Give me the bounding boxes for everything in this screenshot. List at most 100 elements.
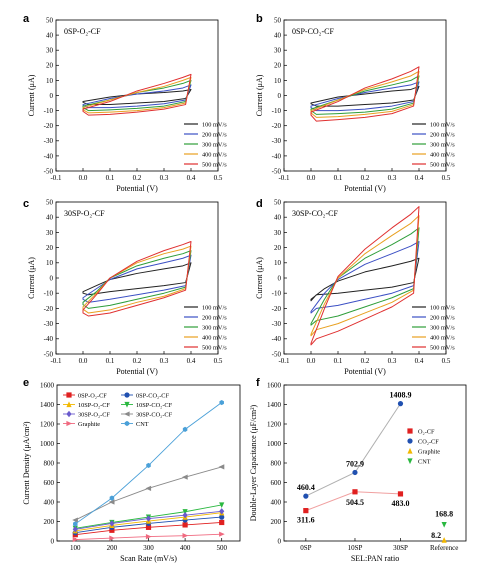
y-tick-label: 1000 <box>267 440 282 448</box>
x-tick-label: 0.3 <box>160 357 169 365</box>
data-point <box>219 531 225 537</box>
legend-label: 100 mV/s <box>202 304 227 311</box>
series-3: 168.8 <box>435 510 453 528</box>
data-point <box>219 514 225 520</box>
data-point <box>182 522 188 528</box>
y-tick-label: 1400 <box>40 401 55 409</box>
cv-loop-400mvs <box>310 215 420 337</box>
data-point <box>441 537 447 543</box>
data-point <box>145 534 152 540</box>
cv-loop-500mvs <box>310 206 420 346</box>
y-tick-label: 10 <box>274 259 282 267</box>
data-point <box>109 495 115 501</box>
x-axis-label: Scan Rate (mV/s) <box>120 554 177 563</box>
x-tick-label: 0.2 <box>133 357 142 365</box>
data-label: 311.6 <box>297 516 315 525</box>
cv-loop-500mvs <box>82 241 192 317</box>
x-axis-label: Potential (V) <box>344 184 386 193</box>
y-tick-label: -50 <box>44 350 54 358</box>
panel-letter: e <box>23 377 29 389</box>
legend-marker <box>66 410 72 418</box>
x-tick-label: 0.0 <box>307 357 316 365</box>
data-label: 483.0 <box>391 499 409 508</box>
x-tick-label: 0.1 <box>334 174 343 182</box>
data-point <box>145 524 152 530</box>
y-tick-label: 800 <box>44 459 55 467</box>
x-tick-label: 400 <box>180 544 191 552</box>
legend-label: CNT <box>418 458 431 465</box>
data-point <box>72 536 79 543</box>
y-tick-label: -40 <box>272 335 282 343</box>
y-tick-label: 0 <box>278 92 282 100</box>
y-tick-label: 1400 <box>267 401 282 409</box>
legend-label: 500 mV/s <box>202 344 227 351</box>
data-point <box>219 399 224 406</box>
x-axis-label: Potential (V) <box>116 184 158 193</box>
y-tick-label: 10 <box>274 77 282 85</box>
legend-label: 300 mV/s <box>202 141 227 148</box>
x-tick-label: 10SP <box>348 544 363 552</box>
data-point <box>72 526 78 533</box>
x-tick-label: 0.4 <box>415 357 424 365</box>
panel-letter: a <box>23 13 30 25</box>
x-tick-label: 300 <box>143 544 154 552</box>
y-tick-label: 0 <box>278 537 282 545</box>
panel-letter: b <box>256 13 263 25</box>
legend-label: 300 mV/s <box>202 324 227 331</box>
x-tick-label: 0.1 <box>106 174 115 182</box>
cv-loop-300mvs <box>82 250 192 309</box>
data-point <box>109 527 115 533</box>
panel-title: 30SP-CO₂-CF <box>292 209 338 218</box>
data-point <box>109 535 115 541</box>
x-tick-label: Reference <box>430 544 458 552</box>
data-label: 8.2 <box>431 531 441 540</box>
y-axis-label: Current Density (μA/cm²) <box>22 421 31 504</box>
y-tick-label: 600 <box>271 479 282 487</box>
panel-d: -50 -40 -30 -20 -10 0 10 20 30 40 50 -0.1 0.0 0.1 0.2 0… <box>255 198 455 376</box>
data-point <box>219 508 225 515</box>
legend-entry: 30SP-CO₂-CF <box>121 411 173 418</box>
legend-label: 100 mV/s <box>430 121 455 128</box>
x-tick-label: -0.1 <box>50 357 62 365</box>
legend-label: 400 mV/s <box>430 151 455 158</box>
x-tick-label: 0.4 <box>415 174 424 182</box>
y-tick-label: 20 <box>274 244 282 252</box>
panel-b: -50 -40 -30 -20 -10 0 10 20 30 40 50 -0.1 0.0 0.1 0.2 0… <box>255 13 455 193</box>
legend-entry: CNT <box>407 458 431 465</box>
legend-label: 300 mV/s <box>430 141 455 148</box>
legend-label: 500 mV/s <box>430 161 455 168</box>
y-tick-label: 30 <box>46 47 54 55</box>
y-tick-label: 50 <box>46 16 54 24</box>
y-tick-label: -20 <box>44 122 54 130</box>
legend-label: 200 mV/s <box>430 314 455 321</box>
plot-frame <box>283 19 447 172</box>
data-label: 168.8 <box>435 510 453 519</box>
legend-label: 100 mV/s <box>202 121 227 128</box>
series-5 <box>72 464 225 523</box>
y-tick-label: 1600 <box>267 381 282 389</box>
y-tick-label: 30 <box>274 47 282 55</box>
legend-marker <box>66 401 72 408</box>
series-2: 8.2 <box>431 531 447 543</box>
y-tick-label: 40 <box>46 214 54 222</box>
x-tick-label: 500 <box>216 544 227 552</box>
data-point <box>218 464 225 470</box>
data-point <box>219 519 225 526</box>
y-tick-label: 0 <box>51 537 55 545</box>
y-axis-label: Current (μA) <box>255 257 264 299</box>
y-tick-label: 50 <box>274 16 282 24</box>
x-tick-label: 100 <box>70 544 81 552</box>
x-tick-label: 0.1 <box>106 357 115 365</box>
data-point <box>108 499 115 505</box>
legend-entry: 30SP-O₂-CF <box>63 410 110 418</box>
y-tick-label: -20 <box>272 122 282 130</box>
series-7 <box>73 399 224 527</box>
y-tick-label: -30 <box>272 137 282 145</box>
y-tick-label: -10 <box>44 290 54 298</box>
legend-label: 100 mV/s <box>430 304 455 311</box>
y-axis-label: Current (μA) <box>27 257 36 299</box>
panel-e: 0 200 400 600 800 1000 1200 1400 1600 100 200 300 40… <box>22 377 241 563</box>
y-tick-label: 0 <box>50 92 54 100</box>
legend-label: 30SP-O₂-CF <box>78 411 110 418</box>
